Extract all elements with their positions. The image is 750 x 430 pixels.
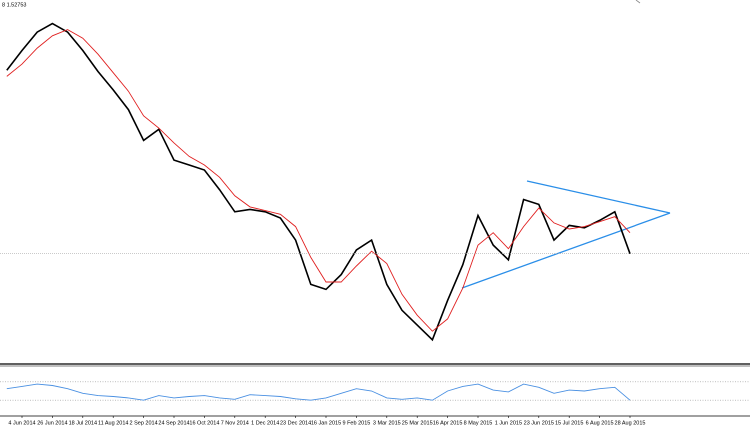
x-tick-label: 11 Aug 2014	[98, 420, 128, 426]
x-tick-label: 7 Nov 2014	[221, 420, 249, 426]
x-tick-label: 6 Aug 2015	[586, 420, 614, 426]
x-tick-label: 9 Feb 2015	[342, 420, 370, 426]
x-tick-label: 15 Jul 2015	[555, 420, 583, 426]
x-tick-label: 16 Apr 2015	[433, 420, 463, 426]
x-tick-label: 25 Mar 2015	[402, 420, 433, 426]
chart-title: 8 1.52753	[2, 2, 26, 8]
series-line	[6, 29, 631, 332]
x-tick-label: 23 Dec 2014	[280, 420, 311, 426]
triangle-pattern	[461, 180, 671, 289]
x-tick-label: 3 Mar 2015	[373, 420, 401, 426]
trend-line	[526, 180, 671, 214]
x-tick-label: 18 Jul 2014	[69, 420, 97, 426]
series-line	[6, 22, 631, 342]
x-tick-label: 8 May 2015	[464, 420, 493, 426]
series-line	[6, 383, 631, 401]
x-tick-label: 28 Aug 2015	[615, 420, 646, 426]
x-tick-label: 4 Jun 2014	[8, 420, 35, 426]
x-tick-label: 23 Jun 2015	[524, 420, 554, 426]
x-tick-label: 16 Jan 2015	[311, 420, 341, 426]
x-tick-label: 1 Jun 2015	[495, 420, 522, 426]
x-tick-label: 2 Sep 2014	[130, 420, 158, 426]
trend-line	[461, 212, 671, 289]
x-tick-label: 26 Jun 2014	[37, 420, 67, 426]
x-tick-label: 24 Sep 2014	[158, 420, 189, 426]
x-tick-label: 1 Dec 2014	[251, 420, 279, 426]
corner-marker	[635, 0, 641, 4]
x-tick-label: 16 Oct 2014	[189, 420, 219, 426]
